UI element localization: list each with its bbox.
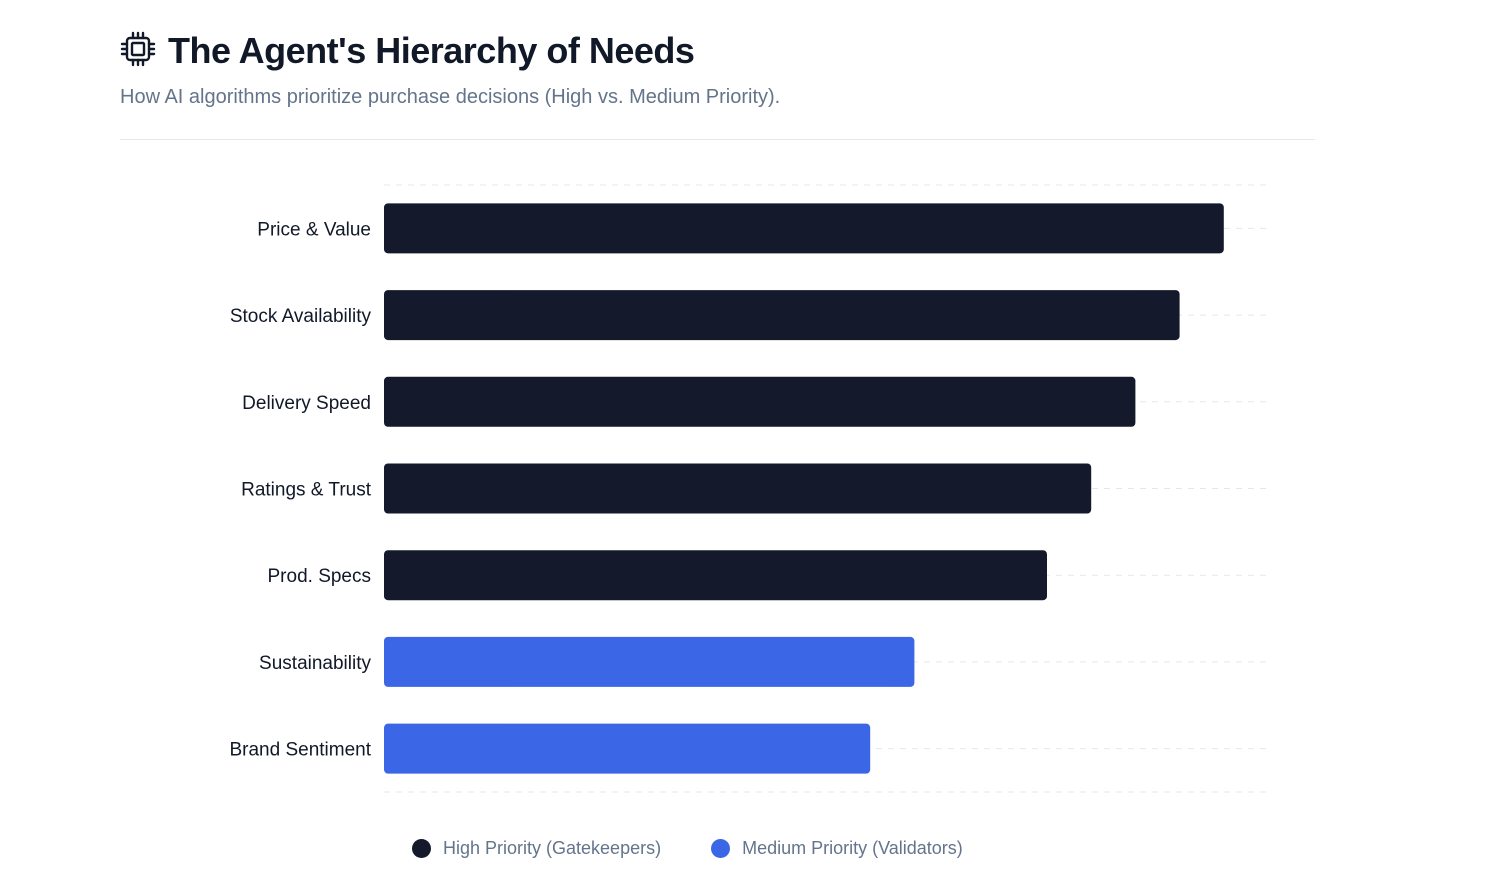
- bar-sustainability[interactable]: [384, 636, 915, 687]
- legend-label: High Priority (Gatekeepers): [443, 838, 662, 858]
- divider: [120, 139, 1315, 140]
- page-title: The Agent's Hierarchy of Needs: [168, 30, 695, 71]
- legend: High Priority (Gatekeepers) Medium Prior…: [412, 838, 963, 859]
- bar-delivery-speed[interactable]: [384, 376, 1136, 427]
- legend-item-high[interactable]: High Priority (Gatekeepers): [412, 838, 661, 859]
- bar-price-value[interactable]: [384, 203, 1224, 254]
- y-tick-label: Brand Sentiment: [229, 740, 371, 761]
- y-tick-label: Sustainability: [259, 653, 371, 674]
- y-tick-label: Delivery Speed: [242, 393, 371, 414]
- bar-prod-specs[interactable]: [384, 550, 1047, 601]
- bar-ratings-trust[interactable]: [384, 463, 1092, 514]
- bar-stock-availability[interactable]: [384, 290, 1180, 341]
- cpu-chip-icon: [120, 31, 156, 72]
- legend-item-medium[interactable]: Medium Priority (Validators): [711, 838, 963, 859]
- legend-swatch-high: [412, 839, 431, 858]
- legend-swatch-medium: [711, 839, 731, 858]
- chart-header: The Agent's Hierarchy of Needs: [120, 30, 695, 72]
- y-tick-label: Price & Value: [257, 219, 371, 240]
- y-tick-label: Ratings & Trust: [241, 480, 372, 501]
- page-subtitle: How AI algorithms prioritize purchase de…: [120, 86, 781, 108]
- y-tick-label: Prod. Specs: [268, 566, 372, 587]
- bar-brand-sentiment[interactable]: [384, 723, 871, 774]
- legend-label: Medium Priority (Validators): [742, 838, 963, 858]
- y-tick-label: Stock Availability: [230, 306, 372, 327]
